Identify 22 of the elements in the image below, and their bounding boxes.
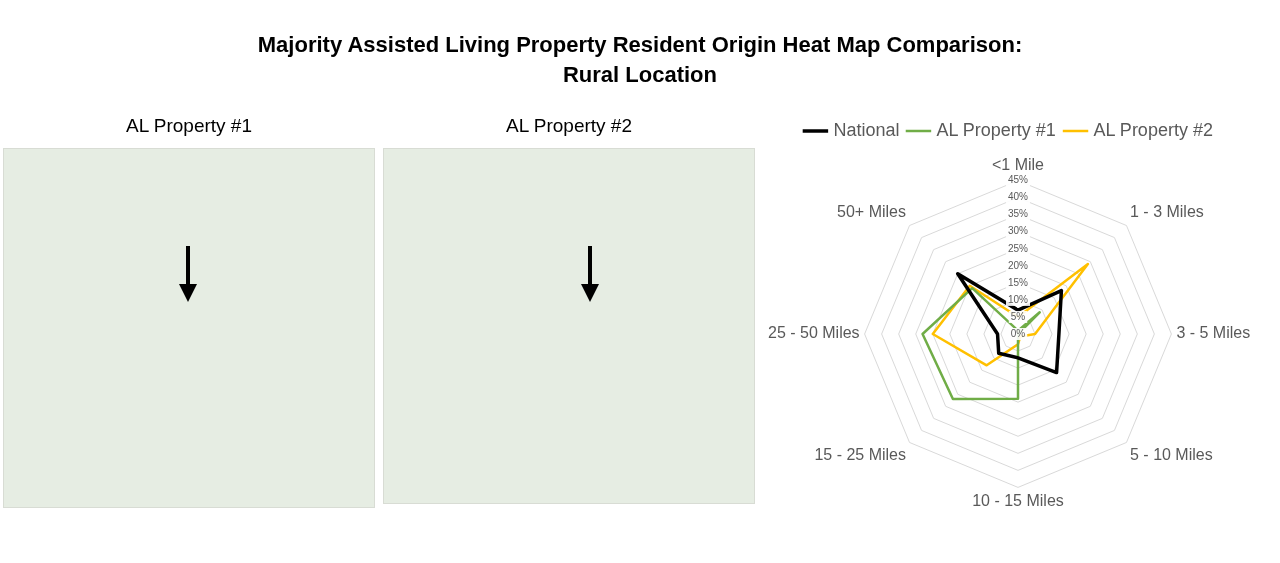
- text: AL Property #2: [504, 115, 633, 137]
- text: AL Property #1: [124, 115, 253, 137]
- spoke-label: 1 - 3 Miles: [1130, 202, 1204, 220]
- legend-label: National: [833, 119, 900, 140]
- y-tick-label: 20%: [1007, 259, 1029, 271]
- spoke-label: 10 - 15 Miles: [972, 492, 1064, 510]
- y-tick-label: 40%: [1007, 191, 1029, 203]
- spoke-label: 3 - 5 Miles: [1176, 324, 1251, 342]
- legend-label: AL Property #2: [1093, 119, 1213, 140]
- legend-label: AL Property #1: [936, 119, 1056, 140]
- spoke-label: 50+ Miles: [837, 202, 906, 220]
- y-tick-label: 35%: [1007, 208, 1029, 220]
- spoke-label: 25 - 50 Miles: [768, 324, 860, 342]
- y-tick-label: 15%: [1007, 276, 1029, 288]
- spoke-label: <1 Mile: [991, 156, 1045, 174]
- y-tick-label: 45%: [1007, 174, 1029, 186]
- y-tick-label: 30%: [1007, 225, 1029, 237]
- y-tick-label: 25%: [1007, 242, 1029, 254]
- chart-title: Majority Assisted Living Property Resident Origin Heat Map Comparison: Rural Location: [256, 31, 1024, 89]
- spoke-label: 15 - 25 Miles: [814, 446, 906, 464]
- spoke-label: 5 - 10 Miles: [1130, 446, 1213, 464]
- y-tick-label: 10%: [1007, 293, 1029, 305]
